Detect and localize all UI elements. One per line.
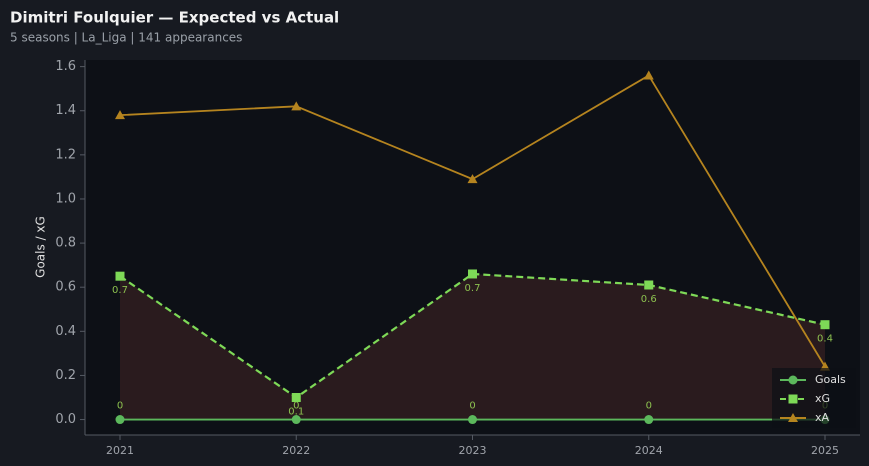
data-label: 0.7 [112, 285, 128, 296]
data-label: 0.6 [641, 294, 657, 305]
area [120, 273, 825, 420]
y-tick-label: 1.4 [55, 103, 76, 118]
y-axis-label: Goals / xG [34, 216, 48, 278]
data-label: 0.4 [817, 334, 833, 345]
data-point [467, 174, 478, 184]
data-point [468, 415, 477, 425]
legend-marker [788, 375, 798, 385]
chart-title: Dimitri Foulquier — Expected vs Actual [10, 9, 339, 27]
x-tick-label: 2025 [811, 444, 839, 457]
y-tick-label: 0.2 [55, 368, 76, 383]
data-point [115, 415, 125, 425]
y-tick-label: 1.6 [55, 59, 76, 74]
y-tick-label: 0.0 [55, 412, 76, 427]
data-label: 0 [469, 401, 475, 412]
data-point [644, 415, 654, 425]
legend-marker [788, 413, 798, 422]
y-tick-label: 1.0 [55, 191, 76, 206]
legend-label: xG [815, 392, 830, 405]
y-tick-label: 0.8 [55, 236, 76, 251]
data-point [820, 320, 830, 330]
chart-subtitle: 5 seasons | La_Liga | 141 appearances [10, 31, 242, 45]
x-tick-label: 2021 [106, 444, 134, 457]
legend-label: xA [815, 411, 830, 424]
y-tick-label: 0.6 [55, 280, 76, 295]
data-point [115, 110, 125, 120]
data-label: 0 [293, 401, 299, 412]
y-tick-label: 1.2 [55, 147, 76, 162]
data-point [115, 271, 125, 281]
data-label: 0.7 [465, 283, 481, 294]
x-tick-label: 2022 [282, 444, 310, 457]
data-label: 0 [117, 401, 123, 412]
data-label: 0.1 [288, 407, 304, 418]
legend-label: Goals [815, 373, 846, 386]
data-point [291, 415, 301, 425]
x-tick-label: 2024 [635, 444, 663, 457]
data-point [291, 393, 301, 402]
data-point [468, 269, 477, 279]
data-label: 0 [646, 401, 652, 412]
y-tick-label: 0.4 [55, 324, 76, 339]
legend-marker [788, 394, 798, 404]
x-tick-label: 2023 [459, 444, 487, 457]
data-point [291, 101, 302, 111]
data-point [644, 280, 654, 290]
data-point [643, 70, 654, 80]
